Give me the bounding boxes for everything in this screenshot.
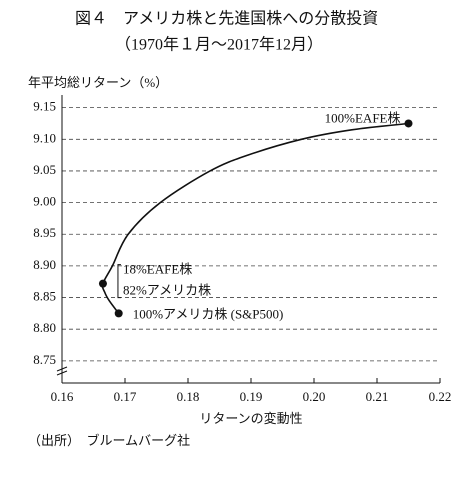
y-tick-label: 8.75 (33, 352, 56, 367)
x-tick-label: 0.16 (51, 389, 74, 404)
chart-title: 図４ アメリカ株と先進国株への分散投資 (75, 10, 378, 28)
y-tick-label: 8.95 (33, 225, 56, 240)
frontier-line (101, 122, 409, 314)
label-bracket (117, 264, 121, 299)
point-marker (114, 309, 123, 318)
y-tick-label: 8.85 (33, 289, 56, 304)
y-tick-label: 9.00 (33, 194, 56, 209)
y-tick-label: 9.15 (33, 99, 56, 114)
point-marker (404, 119, 413, 128)
axis-break (56, 366, 68, 376)
point-marker (98, 279, 107, 288)
x-tick-label: 0.21 (366, 389, 389, 404)
point-label: 82%アメリカ株 (123, 283, 211, 298)
y-tick-label: 8.80 (33, 320, 56, 335)
point-label: 18%EAFE株 (123, 262, 192, 277)
x-tick-label: 0.22 (429, 389, 452, 404)
y-tick-label: 9.05 (33, 162, 56, 177)
y-tick-label: 8.90 (33, 257, 56, 272)
point-label: 100%EAFE株 (325, 110, 401, 125)
point-label: 100%アメリカ株 (S&P500) (133, 306, 284, 321)
y-axis-label: 年平均総リターン（%） (28, 75, 168, 90)
y-tick-label: 9.10 (33, 130, 56, 145)
x-tick-label: 0.18 (177, 389, 200, 404)
x-tick-label: 0.17 (114, 389, 137, 404)
x-tick-label: 0.19 (240, 389, 263, 404)
x-tick-label: 0.20 (303, 389, 326, 404)
source: （出所） ブルームバーグ社 (28, 433, 190, 448)
chart-subtitle: （1970年１月～2017年12月） (115, 36, 323, 54)
x-axis-label: リターンの変動性 (199, 411, 302, 426)
